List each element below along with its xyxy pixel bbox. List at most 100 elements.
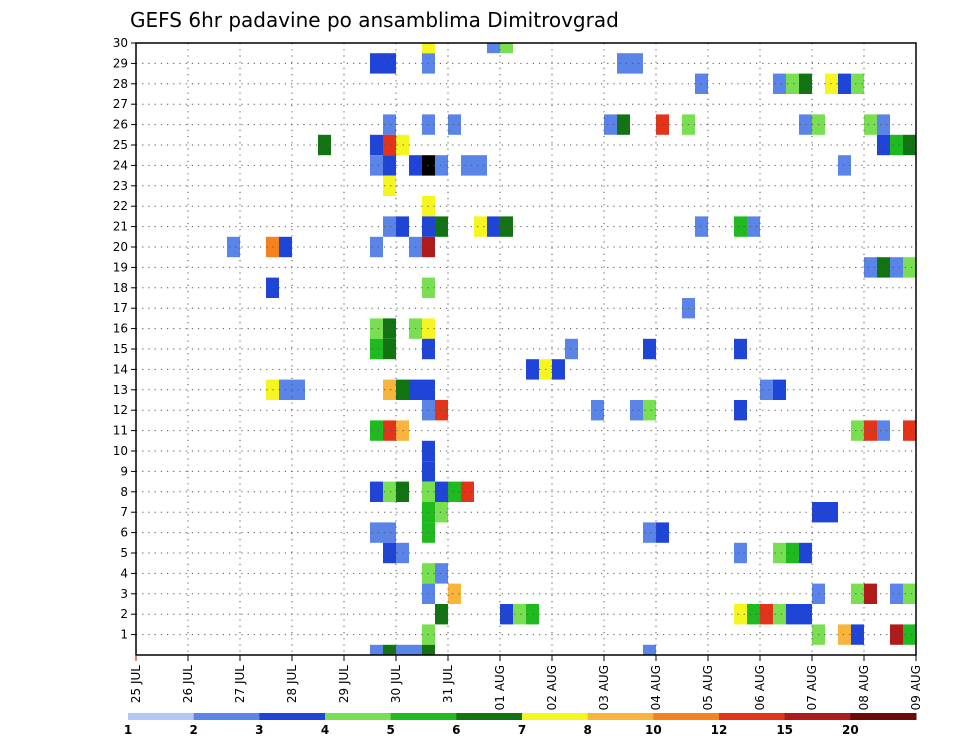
heat-cell [370,134,383,156]
colorbar-swatch [325,713,392,720]
heat-cell [448,481,461,502]
heat-cell [227,236,240,258]
heat-cell [318,134,331,156]
heat-cell [877,420,890,441]
heat-cell [370,420,383,441]
x-tick-label: 30 JUL [389,665,403,703]
heat-cell [474,155,487,176]
heat-cell [383,379,396,400]
y-tick-label: 21 [113,220,128,234]
heat-cell [435,502,448,523]
heat-cell [760,379,773,400]
heat-cell [643,522,656,543]
colorbar-swatch [587,713,654,720]
heat-cell [396,542,409,564]
heat-cell [643,338,656,360]
heat-cell [370,53,383,74]
heat-cell [370,155,383,176]
colorbar-label: 10 [645,723,662,737]
colorbar-label: 2 [189,723,197,737]
heat-cell [565,338,578,360]
heat-cell [630,53,643,74]
x-tick-label: 05 AUG [701,665,715,710]
heat-cell [500,43,513,54]
colorbar-label: 20 [842,723,859,737]
heat-cell [656,522,669,543]
y-tick-label: 25 [113,138,128,152]
heat-cell [370,644,383,655]
x-tick-label: 01 AUG [493,665,507,710]
heat-cell [422,644,435,655]
heat-cell [435,604,448,625]
heat-cell [903,420,916,441]
heat-cell [864,583,877,604]
colorbar-label: 7 [518,723,526,737]
heat-cell [799,604,812,625]
colorbar-swatch [259,713,326,720]
heat-cell [461,481,474,502]
heat-cell [487,216,500,237]
heat-cell [370,522,383,543]
heat-cell [383,155,396,176]
heat-cell [773,542,786,564]
colorbar: 1 2 3 4 5 6 7 8 10 12 15 20 [124,713,917,737]
heat-cell [799,73,812,94]
heat-cell [435,400,448,421]
heat-cell [487,43,500,54]
heat-cell [383,53,396,74]
y-tick-label: 3 [120,587,128,601]
y-tick-label: 12 [113,403,128,417]
heat-cell [838,155,851,176]
heat-cell [604,114,617,135]
heat-cell [513,604,526,625]
heat-cell [786,604,799,625]
x-tick-label: 08 AUG [857,665,871,710]
colorbar-label: 15 [776,723,793,737]
heat-cell [383,318,396,339]
heat-cell [747,604,760,625]
heat-cell [435,481,448,502]
y-tick-label: 6 [120,526,128,540]
y-tick-label: 23 [113,179,128,193]
heat-cell [695,216,708,237]
heat-cell [877,114,890,135]
heat-cell [773,73,786,94]
x-tick-label: 25 JUL [129,665,143,703]
heat-cell [461,155,474,176]
heat-cell [734,542,747,564]
heat-cell [396,420,409,441]
heat-cell [773,604,786,625]
heat-cell [877,257,890,278]
heat-cell [591,400,604,421]
heat-cell [890,134,903,156]
heat-cell [734,400,747,421]
x-tick-label: 07 AUG [805,665,819,710]
y-tick-label: 24 [113,158,128,172]
heat-cell [396,481,409,502]
heat-cell [890,257,903,278]
y-tick-label: 7 [120,505,128,519]
y-tick-label: 26 [113,118,128,132]
heat-cell [903,257,916,278]
colorbar-swatch [128,713,195,720]
colorbar-swatch [522,713,589,720]
heat-cell [422,43,435,54]
heat-cell [851,420,864,441]
heat-cell [695,73,708,94]
heat-cell [448,583,461,604]
x-tick-label: 04 AUG [649,665,663,710]
y-tick-label: 8 [120,485,128,499]
y-tick-label: 16 [113,322,128,336]
colorbar-swatch [653,713,720,720]
y-tick-label: 29 [113,56,128,70]
x-tick-label: 02 AUG [545,665,559,710]
heat-cell [838,73,851,94]
y-tick-label: 9 [120,464,128,478]
x-tick-label: 26 JUL [181,665,195,703]
x-tick-label: 03 AUG [597,665,611,710]
y-tick-label: 22 [113,199,128,213]
heat-cell [370,318,383,339]
heat-cell [396,216,409,237]
y-tick-label: 4 [120,566,128,580]
